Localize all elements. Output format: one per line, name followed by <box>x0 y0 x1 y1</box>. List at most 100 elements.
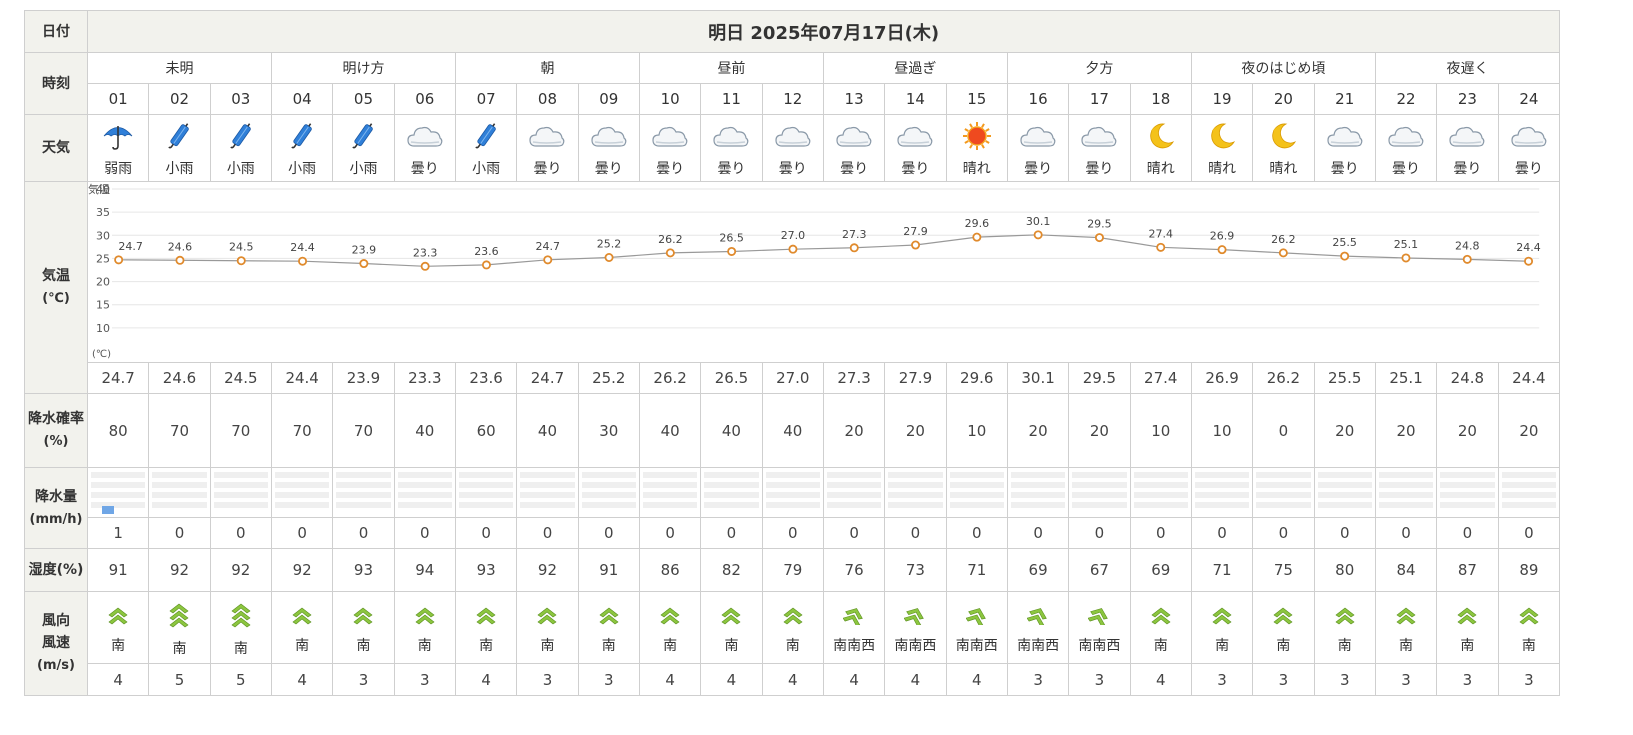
humidity-text: 91 <box>108 561 128 579</box>
precip-gauge-track <box>213 481 268 488</box>
weather-text: 曇り <box>410 160 439 177</box>
wind-speed-text: 4 <box>1155 670 1166 689</box>
wind-speed-text: 3 <box>1094 670 1105 689</box>
precip-prob-value: 40 <box>761 393 824 468</box>
precip-amount-value: 0 <box>1129 517 1192 549</box>
temp-value-text: 25.1 <box>1389 369 1423 387</box>
precip-amount-value: 0 <box>209 517 272 549</box>
temperature-data-label: 29.5 <box>1087 218 1112 231</box>
humidity-label-text: 湿度(%) <box>28 562 84 578</box>
temperature-data-label: 26.9 <box>1210 230 1235 243</box>
precip-gauge-track <box>1010 491 1066 498</box>
humidity-text: 92 <box>231 561 251 579</box>
precip-gauge <box>152 469 207 517</box>
weather-cell: 曇り <box>1497 114 1561 182</box>
temp-chart-row: 気温 (℃) 10 15 20 25 30 35 40 気温 (℃) 24.7 24.6 24.5 24.4… <box>24 181 1561 394</box>
humidity-text: 69 <box>1151 561 1171 579</box>
precip-amount-text: 0 <box>1155 524 1166 542</box>
precip-gauge-track <box>1256 501 1311 508</box>
precip-gauge-track <box>152 481 207 488</box>
temperature-point <box>1033 230 1043 240</box>
precip-bar-cell <box>1374 467 1438 518</box>
wind-arrow-icon <box>824 605 883 629</box>
temperature-data-label: 27.0 <box>781 229 806 242</box>
precip-gauge <box>458 469 514 517</box>
humidity-value: 92 <box>148 548 211 592</box>
wind-speed-text: 3 <box>604 670 614 689</box>
precip-gauge-track <box>458 481 514 488</box>
hour-cell: 01 <box>86 83 150 115</box>
humidity-text: 87 <box>1457 561 1477 579</box>
cloud-icon <box>640 121 699 155</box>
precip-prob-value: 0 <box>1252 393 1315 468</box>
wind-speed-text: 5 <box>174 670 185 689</box>
weather-text: 曇り <box>594 160 623 177</box>
precip-gauge-track <box>213 491 268 498</box>
precip-gauge-track <box>888 471 943 478</box>
hour-text: 24 <box>1519 90 1539 108</box>
temperature-data-label: 23.3 <box>413 246 438 259</box>
temp-value: 29.6 <box>945 362 1008 394</box>
precip-prob-value: 20 <box>1006 393 1070 468</box>
temp-value: 25.2 <box>577 362 640 394</box>
wind-dir-text: 南 <box>295 637 310 654</box>
hour-cell: 15 <box>945 83 1008 115</box>
wind-dir-text: 南南西 <box>894 637 937 654</box>
precip-gauge-track <box>520 471 575 478</box>
temp-value: 24.8 <box>1436 362 1499 394</box>
temperature-point <box>298 256 308 266</box>
wind-speed-text: 4 <box>849 670 859 689</box>
wind-arrow-icon <box>579 605 638 629</box>
temperature-data-label: 27.9 <box>903 225 928 238</box>
weather-text: 曇り <box>840 160 869 177</box>
temperature-data-label: 27.3 <box>842 228 867 241</box>
wind-dir-cell: 南 <box>209 591 272 664</box>
precip-gauge <box>765 469 820 517</box>
temperature-data-label: 24.6 <box>168 240 193 253</box>
wind-speed-row: 4 5 5 4 3 3 4 3 3 4 4 4 4 4 4 3 3 4 3 3 3 3 3 3 <box>25 663 1561 696</box>
period-text: 明け方 <box>342 61 385 77</box>
humidity-text: 92 <box>169 561 190 579</box>
precip-prob-text: 40 <box>415 421 435 440</box>
weather-text: 小雨 <box>288 160 317 177</box>
precip-bar-cell <box>700 467 763 518</box>
temp-value: 25.5 <box>1313 362 1376 394</box>
light-rain-icon <box>211 121 270 155</box>
precip-prob-text: 10 <box>1212 421 1232 440</box>
temperature-point <box>543 255 553 265</box>
precip-gauge <box>520 469 575 517</box>
precip-amount-text: 0 <box>1339 524 1350 542</box>
precip-bar-cell <box>1129 467 1192 518</box>
precip-gauge-track <box>1440 481 1495 488</box>
temperature-data-label: 25.5 <box>1332 236 1357 249</box>
precip-prob-text: 80 <box>108 421 128 440</box>
precip-prob-value: 10 <box>1129 393 1192 468</box>
precip-amount-value: 0 <box>1190 517 1254 549</box>
date-label-text: 日付 <box>42 23 70 40</box>
temp-value-text: 25.5 <box>1328 369 1362 387</box>
weather-text: 小雨 <box>349 160 378 177</box>
temperature-point <box>114 255 124 265</box>
cloud-icon <box>1376 121 1435 155</box>
temperature-point <box>481 260 491 270</box>
precip-prob-value: 40 <box>393 393 456 468</box>
precip-prob-title: 降水確率 <box>28 411 84 427</box>
wind-speed-text: 5 <box>236 670 246 689</box>
humidity-text: 91 <box>599 561 619 579</box>
wind-speed-text: 3 <box>1524 670 1534 689</box>
precip-amount-text: 0 <box>297 524 307 542</box>
temperature-data-label: 27.4 <box>1149 227 1174 240</box>
wind-dir-text: 南 <box>663 637 678 654</box>
wind-arrow-icon <box>886 605 945 629</box>
precip-prob-text: 70 <box>353 421 374 440</box>
precip-gauge-track <box>397 471 452 478</box>
precip-gauge-track <box>1317 501 1372 508</box>
weather-cell: 曇り <box>577 114 640 182</box>
precip-gauge-track <box>520 481 575 488</box>
precip-gauge <box>91 469 146 517</box>
precip-bar-cell <box>332 467 395 518</box>
precip-prob-text: 40 <box>721 421 741 440</box>
wind-speed-value: 3 <box>1252 663 1315 696</box>
period-text: 昼前 <box>717 61 746 77</box>
humidity-value: 89 <box>1497 548 1561 592</box>
